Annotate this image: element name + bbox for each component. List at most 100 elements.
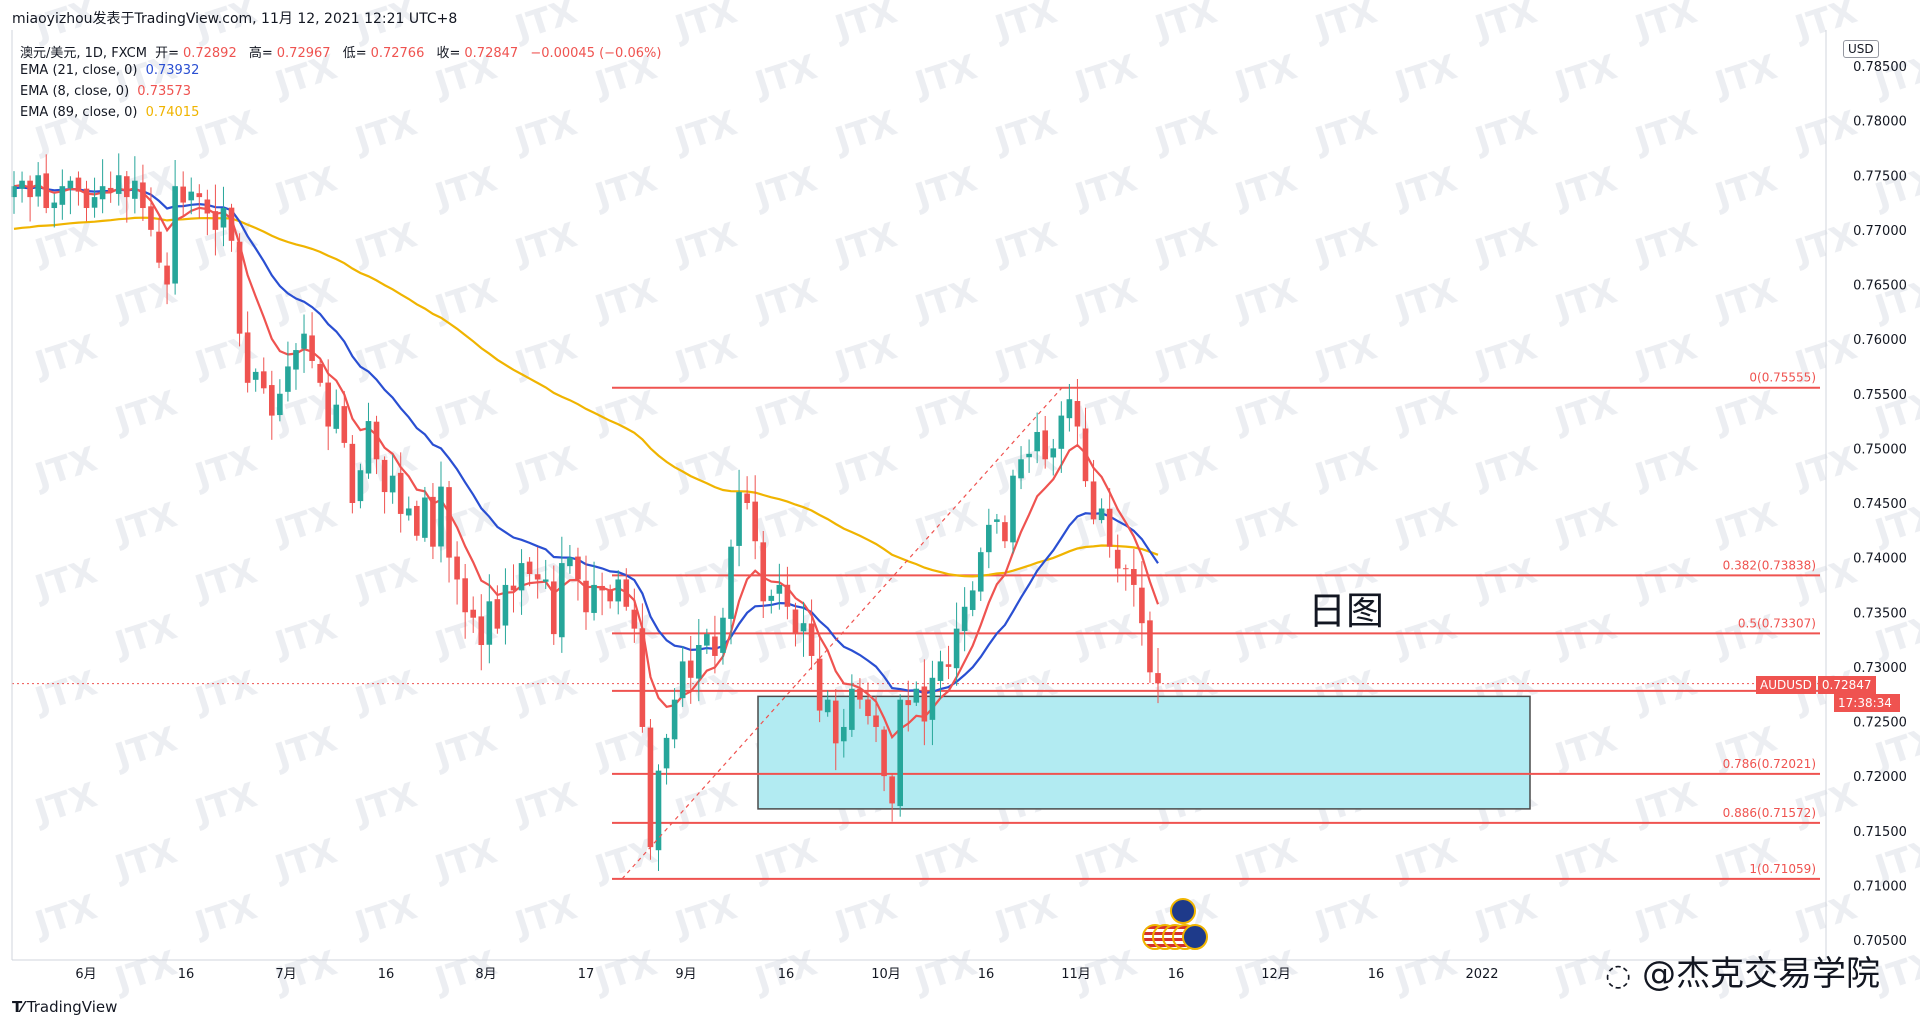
watermark-text: JTX [1309,439,1382,497]
watermark-text: JTX [269,719,342,777]
price-tick-label: 0.70500 [1853,934,1907,949]
watermark-text: JTX [829,103,902,161]
watermark-text: JTX [349,103,422,161]
time-tick-label: 16 [778,967,795,982]
time-tick-label: 16 [178,967,195,982]
watermark-text: JTX [1229,271,1302,329]
candle-body [1098,508,1105,521]
candle-body [534,574,541,580]
candle-body [816,658,823,711]
watermark-text: JTX [349,551,422,609]
candle-body [953,628,960,669]
fib-level-label: 0.786(0.72021) [1723,757,1816,771]
candle-body [550,581,557,635]
candle-body [462,578,468,613]
candle-body [180,186,186,203]
watermark-text: JTX [1789,887,1862,945]
watermark-text: JTX [1629,327,1702,385]
watermark-text: JTX [1789,215,1862,273]
fib-trend-line[interactable] [621,387,1063,880]
watermark-text: JTX [109,719,182,777]
candle-body [655,770,662,851]
watermark-text: JTX [429,159,502,217]
candle-body [414,505,420,536]
candle-body [1082,428,1089,482]
tradingview-logo[interactable]: T⁄ TradingView [12,998,118,1016]
watermark-text: JTX [349,215,422,273]
candle-body [687,660,694,678]
watermark-text: JTX [429,719,502,777]
candle-body [510,585,517,591]
ema89-legend[interactable]: EMA (89, close, 0) 0.74015 [20,105,200,120]
watermark-text: JTX [109,607,182,665]
watermark-text: JTX [509,215,582,273]
candle-body [196,193,203,198]
candle-body [220,208,227,228]
time-tick-label: 7月 [275,967,296,982]
aud-flag-icon[interactable] [1170,898,1196,924]
candle-body [945,664,952,667]
candle-body [583,580,589,613]
symbol-label[interactable]: 澳元/美元, 1D, FXCM [20,46,147,61]
watermark-text: JTX [1469,0,1542,49]
candle-body [824,699,831,713]
ema8-legend[interactable]: EMA (8, close, 0) 0.73573 [20,84,192,99]
watermark-text: JTX [1389,831,1462,889]
time-tick-label: 16 [1368,967,1385,982]
fib-level-label: 1(0.71059) [1749,862,1816,876]
watermark-text: JTX [909,495,982,553]
watermark-text: JTX [1229,383,1302,441]
demand-zone[interactable] [757,695,1531,810]
fib-level-label: 0.5(0.73307) [1738,616,1816,630]
candle-body [317,364,323,383]
candle-body [1147,620,1153,673]
price-tick-label: 0.77000 [1853,224,1907,239]
candle-body [1139,587,1145,624]
aud-flag-icon[interactable] [1182,924,1208,950]
price-axis[interactable]: 0.78500 0.78000 0.77500 0.77000 0.76500 0.760… [1825,30,1907,960]
watermark-text: JTX [1629,103,1702,161]
candle-body [381,459,388,493]
watermark-text: JTX [189,775,262,833]
candle-body [929,677,936,720]
watermark-text: JTX [1389,607,1462,665]
watermark-text: JTX [429,383,502,441]
candle-body [1026,453,1032,458]
price-tick-label: 0.74000 [1853,552,1907,567]
ema21-legend[interactable]: EMA (21, close, 0) 0.73932 [20,63,200,78]
time-tick-label: 16 [1168,967,1185,982]
watermark-text: JTX [589,159,662,217]
watermark-text: JTX [909,271,982,329]
watermark-text: JTX [1549,383,1622,441]
watermark-text: JTX [29,887,102,945]
watermark-text: JTX [1069,607,1142,665]
watermark-text: JTX [669,439,742,497]
price-tick-label: 0.73500 [1853,606,1907,621]
candle-body [285,366,291,392]
watermark-text: JTX [1549,47,1622,105]
candle-body [405,508,412,516]
candle-body [1050,448,1057,458]
watermark-text: JTX [509,327,582,385]
currency-button[interactable]: USD [1843,40,1879,58]
candle-body [438,486,444,547]
candle-body [494,599,501,629]
candle-body [921,686,928,722]
watermark-text: JTX [1149,215,1222,273]
candle-body [244,332,251,383]
watermark-text: JTX [349,327,422,385]
watermark-text: JTX [1789,775,1862,833]
price-tick-label: 0.76000 [1853,333,1907,348]
time-axis[interactable]: 6月 16 7月 16 8月 17 9月 16 10月 16 11月 16 12月 16 2022 [11,30,1826,982]
candle-body [1066,399,1073,419]
watermark-text: JTX [829,215,902,273]
watermark-text: JTX [1389,495,1462,553]
event-flags[interactable] [1142,898,1208,950]
watermark-text: JTX [669,0,742,49]
watermark-text: JTX [749,47,822,105]
candle-body [849,688,855,730]
candle-body [365,421,372,474]
candle-body [373,421,380,460]
candle-body [172,186,178,284]
